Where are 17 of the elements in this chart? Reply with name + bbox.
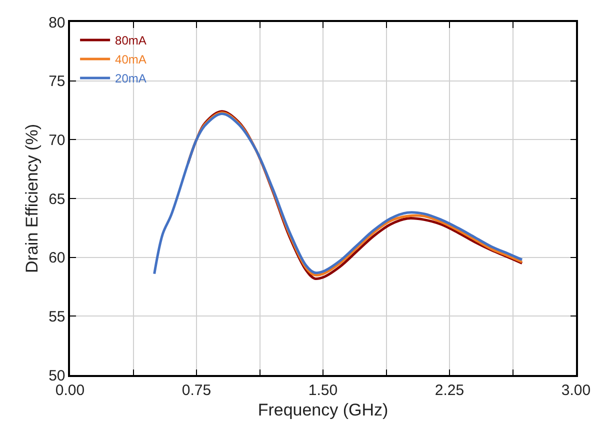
legend-label: 80mA <box>115 34 146 48</box>
y-tick-label: 50 <box>48 367 66 384</box>
y-tick-label: 60 <box>48 250 66 267</box>
legend-label: 20mA <box>115 72 146 86</box>
y-tick-label: 70 <box>48 132 66 149</box>
x-tick-label: 3.00 <box>561 382 591 399</box>
x-tick-label: 1.50 <box>308 382 338 399</box>
legend-label: 40mA <box>115 52 146 67</box>
y-tick-label: 80 <box>48 14 66 32</box>
y-tick-label: 75 <box>48 73 66 90</box>
y-tick-label: 55 <box>48 308 66 326</box>
x-tick-label: 0.00 <box>55 382 85 399</box>
x-tick-label: 0.75 <box>182 382 212 399</box>
x-axis-title: Frequency (GHz) <box>258 400 388 420</box>
y-axis-title: Drain Efficiency (%) <box>22 124 42 273</box>
x-tick-label: 2.25 <box>434 382 464 399</box>
y-tick-label: 65 <box>48 190 66 208</box>
